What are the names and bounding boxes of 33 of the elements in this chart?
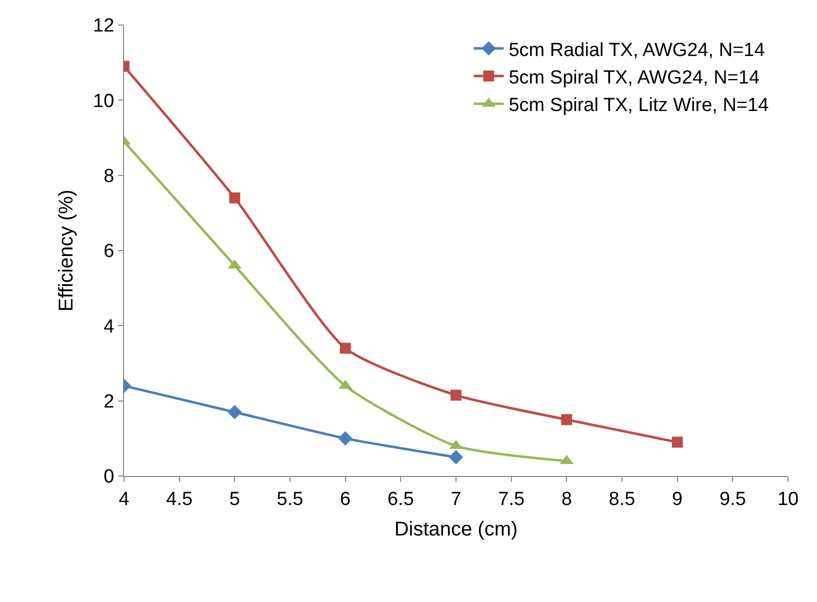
y-tick-label: 2 — [104, 391, 114, 412]
x-tick-label: 6 — [340, 488, 351, 510]
point — [561, 414, 572, 426]
x-tick-label: 10 — [777, 488, 799, 510]
x-axis-title: Distance (cm) — [394, 518, 518, 540]
y-tick-label: 4 — [104, 316, 115, 338]
x-tick-label: 5.5 — [276, 488, 304, 510]
x-tick-label: 4 — [118, 488, 130, 510]
x-tick-label: 6.5 — [387, 488, 414, 510]
y-tick-label: 6 — [104, 241, 114, 262]
point — [340, 342, 351, 354]
x-tick-label: 9.5 — [719, 488, 746, 510]
x-tick-label: 7.5 — [498, 488, 525, 510]
point — [450, 390, 462, 401]
x-tick-label: 8 — [561, 488, 572, 510]
point — [448, 450, 464, 464]
x-tick-label: 4.5 — [166, 488, 193, 510]
point — [338, 431, 352, 446]
point — [228, 404, 242, 420]
legend-label: 5cm Spiral TX, Litz Wire, N=14 — [508, 95, 770, 116]
x-tick-label: 9 — [672, 488, 683, 510]
point — [229, 192, 240, 204]
x-tick-label: 7 — [450, 488, 462, 510]
x-tick-label: 8.5 — [608, 488, 636, 510]
y-tick-label: 8 — [104, 166, 114, 187]
y-axis-title: Efficiency (%) — [56, 190, 78, 312]
y-tick-label: 0 — [104, 466, 114, 488]
y-tick-label: 12 — [93, 16, 114, 37]
y-tick-label: 10 — [93, 90, 114, 112]
x-tick-label: 5 — [229, 488, 240, 510]
legend-label: 5cm Radial TX, AWG24, N=14 — [508, 40, 766, 61]
legend-label: 5cm Spiral TX, AWG24, N=14 — [508, 67, 760, 88]
point — [672, 436, 683, 448]
